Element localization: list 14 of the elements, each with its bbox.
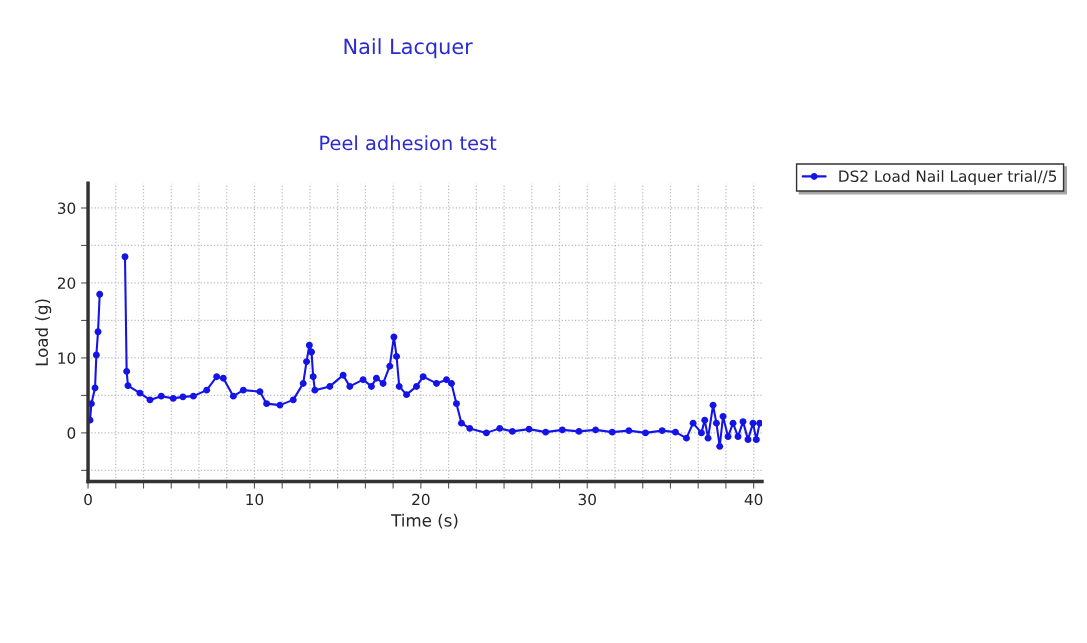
legend-label: DS2 Load Nail Laquer trial//5 <box>839 170 1057 185</box>
x-tick-label: 10 <box>246 493 264 506</box>
x-tick-label: 40 <box>744 493 763 506</box>
y-tick-label: 0 <box>67 427 76 439</box>
x-tick-label: 30 <box>578 493 596 506</box>
y-tick-label: 10 <box>58 352 76 364</box>
x-tick-label: 0 <box>84 493 92 506</box>
x-axis-title: Time (s) <box>391 513 458 529</box>
y-tick-label: 20 <box>57 277 76 289</box>
y-axis-title: Load (g) <box>35 299 52 366</box>
y-tick-label: 30 <box>57 202 76 215</box>
chart-subtitle: Peel adhesion test <box>320 135 497 151</box>
x-tick-label: 20 <box>412 493 430 506</box>
chart-title: Nail Lacquer <box>344 38 473 59</box>
